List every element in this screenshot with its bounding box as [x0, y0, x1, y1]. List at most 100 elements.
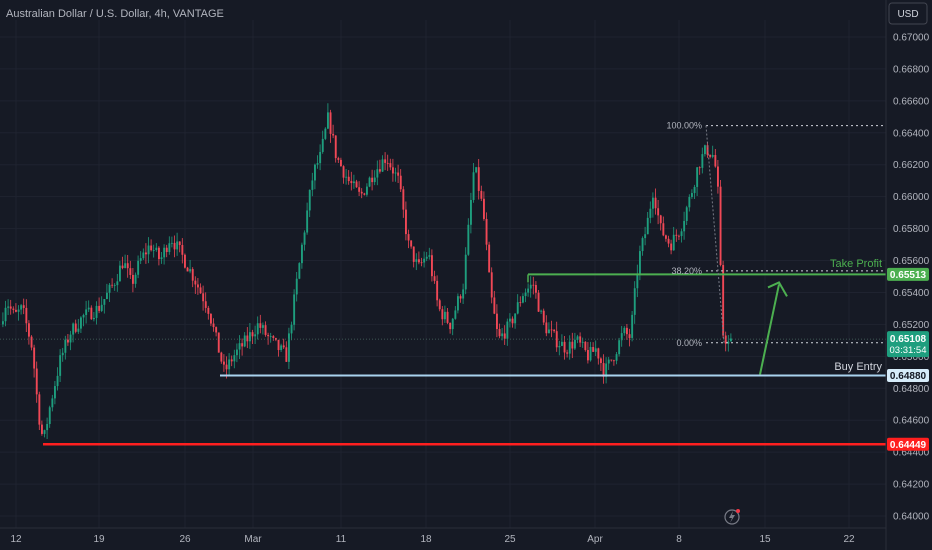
candle-body	[589, 347, 592, 361]
candle-body	[119, 265, 121, 282]
price-tick-label: 0.66800	[893, 64, 930, 75]
candle-body	[475, 167, 478, 173]
candle-body	[90, 307, 93, 320]
upward-arrow-annotation	[759, 281, 788, 375]
candle-body	[137, 260, 140, 275]
candle-body	[693, 186, 696, 194]
candle-body	[457, 296, 459, 311]
candle-body	[376, 169, 379, 178]
fib-level-label: 0.00%	[676, 338, 702, 348]
candle-body	[80, 317, 82, 329]
candle-body	[425, 256, 428, 259]
candle-body	[254, 334, 257, 337]
candle-body	[17, 309, 20, 312]
candle-body	[628, 334, 631, 338]
candle-body	[639, 251, 641, 274]
candle-body	[295, 278, 298, 295]
candle-body	[298, 263, 301, 279]
candle-body	[665, 235, 667, 239]
candle-body	[685, 207, 688, 221]
lightning-icon[interactable]	[724, 509, 740, 525]
candle-body	[360, 191, 363, 194]
candle-body	[35, 368, 38, 395]
currency-button[interactable]: USD	[888, 2, 928, 25]
candle-body	[524, 292, 527, 297]
price-tick-label: 0.66400	[893, 128, 930, 139]
candle-body	[670, 243, 673, 251]
candle-body	[147, 245, 150, 255]
price-tick-label: 0.65000	[893, 352, 930, 363]
candle-body	[537, 292, 540, 312]
candle-body	[483, 198, 485, 219]
candle-body	[319, 151, 322, 164]
candle-body	[389, 163, 392, 168]
candle-body	[48, 407, 51, 424]
candle-body	[431, 255, 433, 277]
candle-body	[641, 238, 644, 252]
candle-body	[717, 166, 719, 187]
fib-level-label: 100.00%	[666, 121, 702, 131]
candle-body	[103, 299, 106, 305]
candle-body	[511, 318, 514, 324]
candle-body	[623, 327, 626, 334]
candle-body	[74, 323, 77, 332]
candle-body	[121, 265, 124, 269]
take-profit-price-badge: 0.65513	[890, 270, 927, 281]
candle-body	[25, 307, 28, 324]
candle-body	[368, 177, 371, 187]
candle-body	[85, 309, 88, 315]
chart-title: Australian Dollar / U.S. Dollar, 4h, VAN…	[6, 8, 224, 20]
fib-trend-line	[705, 125, 725, 343]
candle-body	[251, 332, 254, 337]
candle-body	[568, 341, 571, 354]
take-profit-price-badge-bg	[887, 267, 929, 281]
price-tick-label: 0.65600	[893, 256, 930, 267]
candle-body	[657, 208, 660, 216]
candle-body	[519, 302, 522, 303]
candle-body	[472, 172, 475, 200]
candle-body	[215, 327, 218, 333]
candle-body	[275, 337, 277, 340]
candle-body	[384, 159, 387, 163]
candle-body	[503, 333, 506, 339]
candle-body	[191, 269, 194, 281]
candle-body	[145, 252, 147, 255]
candle-body	[269, 336, 272, 337]
candle-body	[308, 189, 311, 211]
price-tick-label: 0.66200	[893, 160, 930, 171]
candle-body	[540, 310, 543, 312]
candle-body	[501, 333, 504, 337]
candle-body	[311, 180, 314, 190]
candle-body	[67, 339, 69, 343]
candle-body	[719, 186, 722, 266]
candle-body	[186, 267, 189, 272]
candle-body	[212, 323, 215, 328]
candle-body	[236, 349, 238, 356]
candle-body	[553, 329, 556, 332]
candle-body	[514, 313, 517, 324]
candle-body	[714, 155, 717, 167]
candle-body	[412, 246, 415, 262]
price-tick-label: 0.65800	[893, 224, 930, 235]
candle-body	[246, 335, 249, 342]
time-tick-label: 12	[10, 534, 22, 545]
candle-body	[711, 155, 714, 157]
price-tick-label: 0.65200	[893, 320, 930, 331]
candle-body	[202, 293, 205, 302]
candle-body	[347, 176, 350, 182]
candle-body	[178, 241, 181, 245]
candle-body	[696, 167, 699, 187]
candle-body	[267, 334, 270, 337]
candle-body	[678, 235, 680, 237]
candle-body	[371, 177, 374, 183]
candle-body	[77, 328, 80, 332]
candle-body	[607, 359, 610, 364]
candle-body	[332, 133, 335, 136]
candle-body	[111, 284, 114, 286]
candle-body	[340, 159, 342, 167]
candle-body	[620, 333, 623, 341]
candle-body	[225, 364, 228, 370]
candle-body	[470, 199, 472, 225]
candle-body	[327, 112, 329, 129]
